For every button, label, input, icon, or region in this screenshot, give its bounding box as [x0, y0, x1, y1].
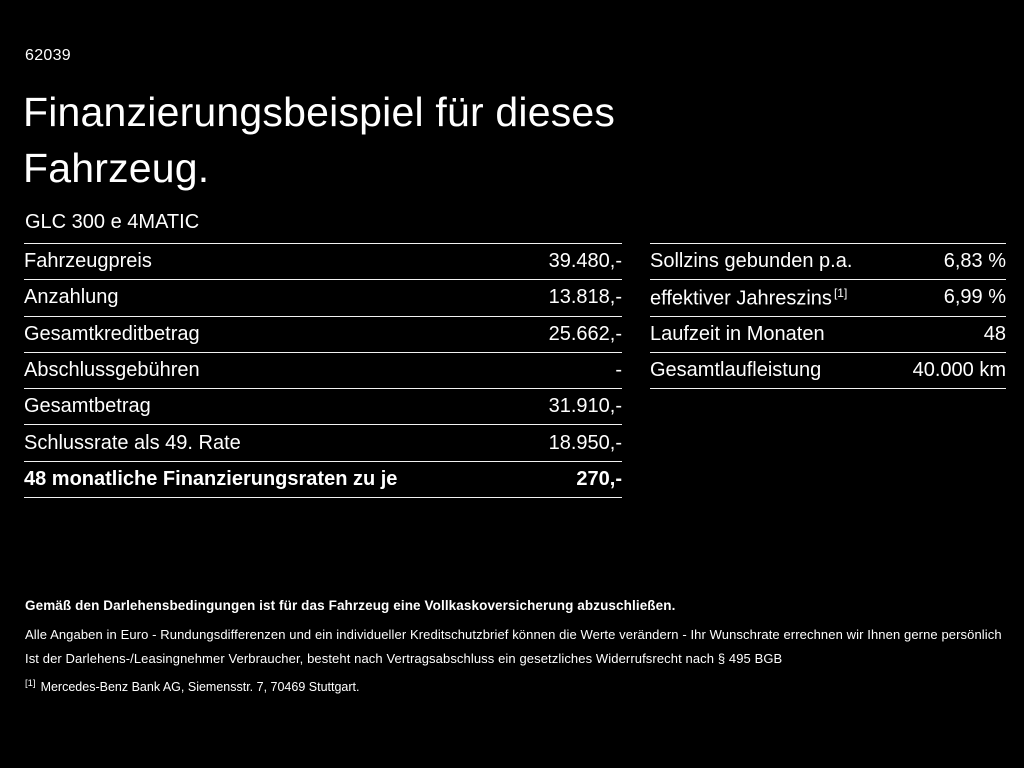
row-value: 40.000 km: [912, 359, 1006, 382]
row-value: 48: [983, 322, 1006, 345]
table-row: Abschlussgebühren -: [24, 351, 622, 388]
row-label: Abschlussgebühren: [24, 359, 200, 382]
row-label: Laufzeit in Monaten: [650, 322, 825, 345]
legal-footer: Gemäß den Darlehensbedingungen ist für d…: [25, 598, 1006, 694]
row-label: Anzahlung: [24, 286, 119, 309]
row-value: 270,-: [576, 467, 622, 490]
table-row: Gesamtkreditbetrag 25.662,-: [24, 315, 622, 352]
row-label: Schlussrate als 49. Rate: [24, 431, 241, 454]
table-row: Anzahlung 13.818,-: [24, 279, 622, 315]
row-value: 18.950,-: [548, 431, 622, 454]
table-row: Sollzins gebunden p.a. 6,83 %: [650, 243, 1006, 279]
table-row: Fahrzeugpreis 39.480,-: [24, 243, 622, 279]
table-row: effektiver Jahreszins [1] 6,99 %: [650, 279, 1006, 315]
insurance-requirement-note: Gemäß den Darlehensbedingungen ist für d…: [25, 598, 676, 613]
row-value: 25.662,-: [548, 322, 622, 345]
table-row: Schlussrate als 49. Rate 18.950,-: [24, 424, 622, 460]
row-label: Fahrzeugpreis: [24, 250, 152, 273]
row-value: 39.480,-: [548, 250, 622, 273]
row-label: 48 monatliche Finanzierungsraten zu je: [24, 467, 398, 490]
footnote-marker: [1]: [25, 678, 36, 689]
table-row: Gesamtlaufleistung 40.000 km: [650, 351, 1006, 388]
withdrawal-rights-line: Ist der Darlehens-/Leasingnehmer Verbrau…: [25, 651, 783, 666]
row-value: 13.818,-: [548, 286, 622, 309]
document-id: 62039: [25, 47, 71, 64]
row-label: Gesamtkreditbetrag: [24, 322, 200, 345]
footnote-text: Mercedes-Benz Bank AG, Siemensstr. 7, 70…: [40, 680, 360, 695]
financing-table-left: Fahrzeugpreis 39.480,- Anzahlung 13.818,…: [24, 243, 622, 499]
bank-footnote: [1] Mercedes-Benz Bank AG, Siemensstr. 7,…: [25, 678, 1006, 694]
row-value: 6,99 %: [943, 286, 1006, 309]
page-title-line1: Finanzierungsbeispiel für dieses: [23, 89, 616, 135]
page-title: Finanzierungsbeispiel für dieses Fahrzeu…: [23, 84, 615, 196]
page-title-line2: Fahrzeug.: [23, 145, 210, 191]
row-value: 6,83 %: [943, 250, 1006, 273]
row-label: Gesamtbetrag: [24, 395, 151, 418]
row-label: Gesamtlaufleistung: [650, 359, 822, 382]
table-row: Laufzeit in Monaten 48: [650, 315, 1006, 352]
financing-table-right: Sollzins gebunden p.a. 6,83 % effektiver…: [650, 243, 1006, 390]
row-value: 31.910,-: [548, 395, 622, 418]
table-row-monthly-rate: 48 monatliche Finanzierungsraten zu je 2…: [24, 460, 622, 497]
vehicle-model-name: GLC 300 e 4MATIC: [25, 211, 200, 233]
row-label: effektiver Jahreszins [1]: [650, 286, 847, 311]
table-row: Gesamtbetrag 31.910,-: [24, 388, 622, 424]
footnote-reference: [1]: [833, 285, 848, 300]
row-value: -: [615, 359, 622, 382]
row-label-text: effektiver Jahreszins: [650, 287, 832, 310]
disclaimer-line: Alle Angaben in Euro - Rundungsdifferenz…: [25, 627, 1002, 642]
row-label: Sollzins gebunden p.a.: [650, 250, 853, 273]
